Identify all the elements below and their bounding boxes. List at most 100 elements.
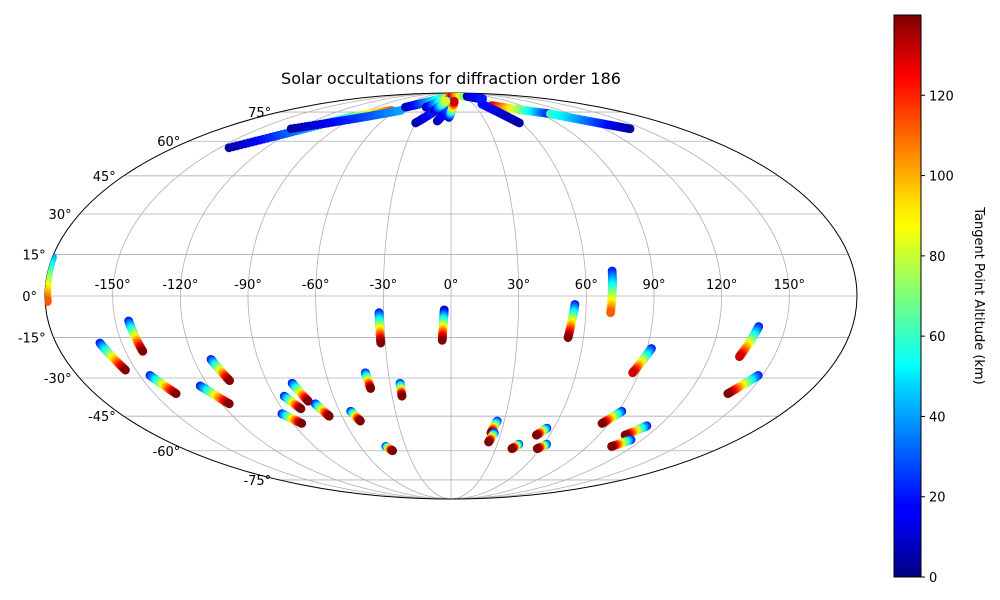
track: [531, 423, 552, 440]
track-point: [376, 338, 386, 348]
meridian-line: [450, 93, 520, 499]
track: [430, 96, 451, 115]
longitude-tick-label: 0°: [444, 278, 459, 293]
colorbar: 0 20 40 60 80 100 120 Tangent Point Altitude (…: [893, 14, 986, 586]
track-point: [296, 404, 306, 414]
track-point: [224, 399, 234, 409]
longitude-tick-label: 60°: [575, 278, 598, 293]
track: [607, 435, 636, 451]
meridian-line: [112, 93, 452, 499]
track-point: [437, 335, 447, 345]
track: [287, 378, 313, 406]
track: [477, 99, 524, 128]
meridian-line: [450, 93, 790, 499]
track-point: [625, 124, 635, 134]
latitude-tick-label: -45°: [88, 410, 116, 425]
chart-title: Solar occultations for diffraction order…: [281, 69, 621, 88]
latitude-tick-label: 45°: [93, 170, 116, 185]
track-point: [475, 94, 485, 103]
track: [195, 381, 234, 409]
track-point: [366, 384, 376, 393]
track: [95, 338, 130, 375]
track: [484, 428, 499, 447]
meridian-line: [247, 93, 452, 499]
latitude-tick-label: -15°: [18, 332, 46, 347]
track-point: [723, 389, 733, 399]
track-point: [449, 96, 459, 106]
track: [723, 370, 763, 399]
latitude-tick-label: -75°: [243, 474, 271, 489]
track-point: [531, 430, 541, 440]
meridian-line: [179, 93, 452, 499]
track: [444, 96, 459, 122]
longitude-tick-label: -60°: [302, 278, 330, 293]
track: [346, 406, 365, 426]
track: [563, 299, 580, 342]
track-point: [607, 442, 616, 451]
track: [286, 105, 406, 134]
latitude-tick-label: 15°: [23, 248, 46, 263]
track-point: [735, 352, 744, 362]
track-point: [597, 419, 607, 428]
longitude-tick-label: 30°: [507, 278, 530, 293]
track-point: [171, 389, 181, 399]
track-point: [532, 444, 542, 453]
track: [462, 93, 485, 103]
track: [310, 399, 334, 421]
latitude-tick-label: -60°: [153, 445, 181, 460]
track-point: [303, 396, 313, 406]
longitude-tick-label: -120°: [162, 278, 198, 293]
track-point: [397, 391, 407, 401]
track-point: [628, 368, 638, 378]
track-point: [121, 365, 130, 375]
track: [507, 439, 524, 453]
longitude-tick-label: -30°: [369, 278, 397, 293]
track: [360, 368, 376, 393]
track: [735, 322, 764, 362]
colorbar-tick-label: 20: [929, 491, 946, 506]
track: [206, 354, 234, 386]
track: [374, 308, 386, 348]
colorbar-label: Tangent Point Altitude (km): [971, 206, 986, 384]
track: [277, 409, 307, 428]
track: [532, 439, 551, 453]
track: [395, 378, 407, 401]
graticule: [45, 93, 857, 499]
track: [279, 391, 306, 414]
meridian-line: [450, 93, 655, 499]
track: [628, 344, 656, 378]
colorbar-gradient: [893, 14, 922, 578]
occultation-tracks: [45, 93, 764, 456]
longitude-tick-label: 150°: [774, 278, 805, 293]
longitude-tick-labels: -150° -120° -90° -60° -30° 0° 30° 60° 90° 120° 150…: [95, 278, 805, 293]
track-point: [484, 437, 494, 447]
colorbar-ticks: 0 20 40 60 80 100 120: [921, 89, 954, 586]
meridian-line: [450, 93, 723, 499]
track-point: [563, 333, 573, 342]
track-point: [606, 308, 615, 318]
longitude-tick-label: 120°: [706, 278, 737, 293]
colorbar-tick-label: 80: [929, 250, 946, 265]
meridian-line: [315, 93, 452, 499]
track: [546, 109, 635, 134]
track-point: [45, 297, 52, 306]
track: [381, 442, 398, 456]
longitude-tick-label: -90°: [234, 278, 262, 293]
track: [124, 316, 148, 356]
track: [620, 421, 652, 440]
colorbar-tick-label: 40: [929, 410, 946, 425]
track-point: [514, 118, 524, 128]
track-point: [138, 346, 148, 356]
latitude-tick-label: 0°: [22, 290, 37, 305]
track: [597, 406, 627, 428]
track-point: [324, 411, 334, 421]
track-point: [441, 96, 451, 106]
track-point: [388, 446, 398, 456]
meridian-line: [382, 93, 452, 499]
track: [145, 370, 181, 399]
latitude-tick-label: 75°: [248, 106, 271, 121]
track-point: [507, 444, 517, 453]
colorbar-tick-label: 60: [929, 330, 946, 345]
latitude-tick-label: 60°: [157, 135, 180, 150]
